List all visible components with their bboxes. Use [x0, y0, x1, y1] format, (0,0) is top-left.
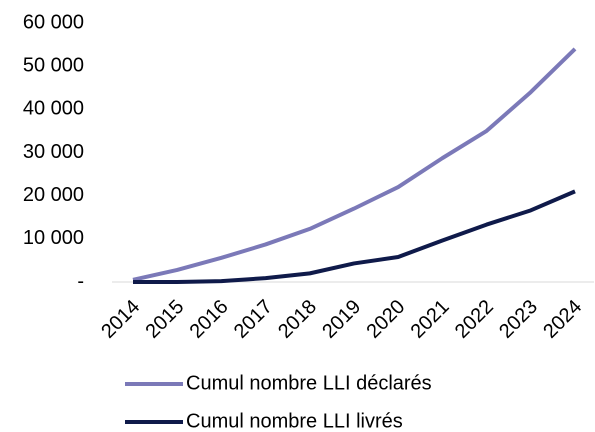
x-tick-label: 2024	[539, 296, 586, 343]
x-tick-label: 2016	[186, 296, 233, 343]
legend-label: Cumul nombre LLI livrés	[186, 410, 403, 432]
x-tick-label: 2017	[230, 296, 277, 343]
y-tick-label: 50 000	[23, 54, 84, 76]
x-tick-label: 2014	[97, 296, 144, 343]
x-tick-label: 2023	[495, 296, 542, 343]
y-tick-label: 60 000	[23, 11, 84, 33]
legend-label: Cumul nombre LLI déclarés	[186, 372, 432, 394]
x-tick-label: 2019	[318, 296, 365, 343]
x-tick-label: 2020	[362, 296, 409, 343]
y-tick-label: 20 000	[23, 184, 84, 206]
x-tick-label: 2022	[451, 296, 498, 343]
x-tick-label: 2021	[407, 296, 454, 343]
y-tick-label: 40 000	[23, 98, 84, 120]
y-tick-label: 10 000	[23, 227, 84, 249]
x-tick-label: 2015	[141, 296, 188, 343]
x-tick-label: 2018	[274, 296, 321, 343]
series-line	[133, 189, 576, 284]
series-line	[132, 47, 577, 282]
y-tick-label: -	[77, 270, 84, 292]
y-tick-label: 30 000	[23, 141, 84, 163]
